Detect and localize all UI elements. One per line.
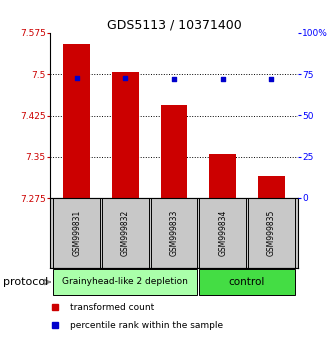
Text: protocol: protocol [3, 277, 49, 287]
Bar [199, 198, 246, 268]
Point [171, 76, 177, 82]
Bar [112, 72, 139, 198]
Text: GSM999832: GSM999832 [121, 210, 130, 256]
Text: Grainyhead-like 2 depletion: Grainyhead-like 2 depletion [62, 278, 188, 286]
Text: GSM999834: GSM999834 [218, 210, 227, 256]
Text: GSM999833: GSM999833 [169, 210, 178, 256]
Text: GSM999835: GSM999835 [267, 210, 276, 256]
Text: GSM999831: GSM999831 [72, 210, 81, 256]
Text: control: control [229, 277, 265, 287]
Bar [63, 44, 90, 198]
Bar [258, 176, 285, 198]
Text: percentile rank within the sample: percentile rank within the sample [70, 320, 223, 330]
Point [269, 76, 274, 82]
Bar [199, 269, 295, 295]
Point [74, 75, 79, 80]
Bar [53, 269, 197, 295]
Text: transformed count: transformed count [70, 303, 154, 312]
Bar [161, 104, 187, 198]
Point [123, 75, 128, 81]
Title: GDS5113 / 10371400: GDS5113 / 10371400 [107, 19, 241, 32]
Bar [151, 198, 197, 268]
Point [220, 76, 225, 82]
Bar [102, 198, 149, 268]
Bar [248, 198, 295, 268]
Bar [53, 198, 100, 268]
Bar [209, 154, 236, 198]
